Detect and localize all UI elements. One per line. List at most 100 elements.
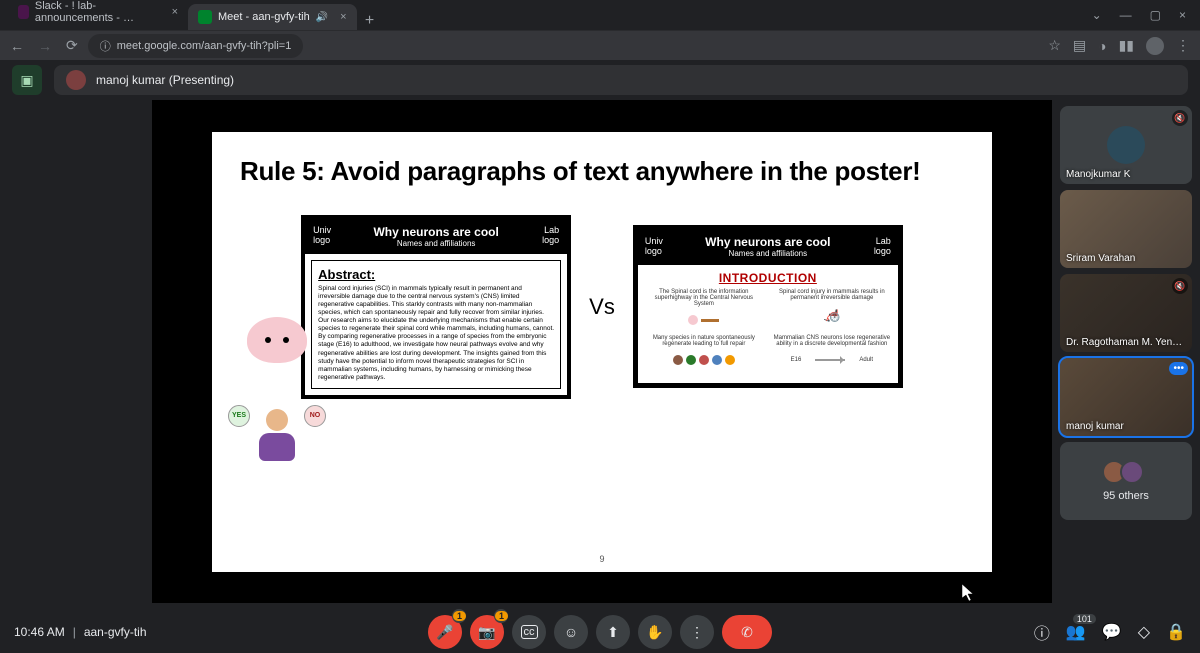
stage: Rule 5: Avoid paragraphs of text anywher…	[0, 100, 1200, 611]
tab-strip: Slack - ! lab-announcements - … × Meet -…	[0, 0, 1200, 30]
presenter-label: manoj kumar (Presenting)	[96, 73, 234, 87]
tab-meet[interactable]: Meet - aan-gvfy-tih 🔊 ×	[188, 4, 357, 30]
participant-tile[interactable]: ••• manoj kumar	[1060, 358, 1192, 436]
mute-icon: 🔇	[1172, 278, 1188, 294]
tile-menu-icon[interactable]: •••	[1169, 362, 1188, 375]
participant-strip: 🔇 Manojkumar K Sriram Varahan 🔇 Dr. Rago…	[1060, 100, 1200, 611]
minimize-icon[interactable]: —	[1120, 8, 1132, 22]
clock: 10:46 AM	[14, 625, 65, 639]
bottom-bar: 10:46 AM | aan-gvfy-tih 🎤⌃1 📷⌃1 cc ☺ ⬆ ✋…	[0, 611, 1200, 653]
people-button[interactable]: 👥101	[1066, 622, 1086, 642]
participant-name: Sriram Varahan	[1066, 253, 1135, 264]
more-options-button[interactable]: ⋮	[680, 615, 714, 649]
camera-button[interactable]: 📷⌃1	[470, 615, 504, 649]
separator: |	[73, 625, 76, 639]
participant-tile-others[interactable]: 95 others	[1060, 442, 1192, 520]
tab-close-icon[interactable]: ×	[172, 6, 178, 18]
poster-sub: Names and affiliations	[373, 239, 498, 248]
poster-example-good: Univ logo Why neurons are cool Names and…	[633, 225, 903, 388]
intro-cell-text: Mammalian CNS neurons lose regenerative …	[772, 335, 892, 347]
lab-logo-label: Lab logo	[517, 226, 559, 246]
mic-badge: 1	[453, 611, 466, 621]
no-bubble: NO	[304, 405, 326, 427]
present-button[interactable]: ⬆	[596, 615, 630, 649]
right-controls: ⓘ 👥101 💬 ◇ 🔒	[1034, 620, 1186, 644]
tab-slack[interactable]: Slack - ! lab-announcements - … ×	[8, 0, 188, 30]
reload-icon[interactable]: ⟳	[66, 37, 78, 54]
favicon-slack	[18, 5, 29, 19]
new-tab-button[interactable]: +	[357, 12, 383, 30]
participant-name: manoj kumar	[1066, 421, 1124, 432]
people-count: 101	[1073, 614, 1096, 624]
abstract-heading: Abstract:	[318, 267, 554, 282]
info-icon[interactable]: ⓘ	[1034, 620, 1050, 644]
browser-chrome: Slack - ! lab-announcements - … × Meet -…	[0, 0, 1200, 60]
presentation-area: Rule 5: Avoid paragraphs of text anywher…	[152, 100, 1052, 603]
avatar	[1107, 126, 1145, 164]
row-label: Adult	[859, 357, 873, 363]
brain-icon	[247, 317, 307, 363]
host-controls-icon[interactable]: 🔒	[1166, 622, 1186, 642]
extension-icon[interactable]: ◑	[1098, 38, 1106, 54]
slide: Rule 5: Avoid paragraphs of text anywher…	[212, 132, 992, 572]
row-label: E16	[791, 357, 802, 363]
star-icon[interactable]: ☆	[1048, 37, 1061, 54]
back-icon[interactable]: ←	[10, 38, 24, 54]
others-avatars	[1108, 460, 1144, 484]
slide-title: Rule 5: Avoid paragraphs of text anywher…	[240, 156, 964, 187]
univ-logo-label: Univ logo	[645, 237, 687, 257]
intro-cell-text: The Spinal cord is the information super…	[644, 289, 764, 307]
cam-badge: 1	[495, 611, 508, 621]
presenter-avatar	[66, 70, 86, 90]
presenter-pill[interactable]: manoj kumar (Presenting)	[54, 65, 1188, 95]
poster-sub: Names and affiliations	[705, 249, 830, 258]
extension-icon[interactable]: ▮▮	[1119, 37, 1134, 54]
vs-label: Vs	[589, 294, 615, 320]
slide-illustrations: YES NO	[242, 317, 312, 463]
dropdown-icon[interactable]: ⌄	[1092, 8, 1102, 22]
favicon-meet	[198, 10, 212, 24]
person-icon: YES NO	[250, 409, 304, 463]
participant-tile[interactable]: Sriram Varahan	[1060, 190, 1192, 268]
yes-bubble: YES	[228, 405, 250, 427]
extension-icon[interactable]: ▤	[1073, 37, 1086, 54]
slide-page-number: 9	[599, 554, 604, 564]
participant-tile[interactable]: 🔇 Dr. Ragothaman M. Yen…	[1060, 274, 1192, 352]
intro-cell-text: Spinal cord injury in mammals results in…	[772, 289, 892, 301]
intro-cell-text: Many species in nature spontaneously reg…	[644, 335, 764, 347]
leave-call-button[interactable]: ✆	[722, 615, 772, 649]
participant-name: Manojkumar K	[1066, 169, 1130, 180]
window-controls: ⌄ — ▢ ×	[1078, 0, 1200, 30]
others-count: 95 others	[1103, 490, 1149, 502]
layout-button[interactable]: ▣	[12, 65, 42, 95]
profile-avatar[interactable]	[1146, 37, 1164, 55]
participant-tile[interactable]: 🔇 Manojkumar K	[1060, 106, 1192, 184]
univ-logo-label: Univ logo	[313, 226, 355, 246]
url-text: meet.google.com/aan-gvfy-tih?pli=1	[117, 40, 292, 52]
poster-title: Why neurons are cool	[373, 225, 498, 239]
activities-icon[interactable]: ◇	[1138, 622, 1150, 642]
tab-close-icon[interactable]: ×	[340, 11, 346, 23]
reactions-button[interactable]: ☺	[554, 615, 588, 649]
maximize-icon[interactable]: ▢	[1150, 8, 1161, 22]
poster-example-bad: Univ logo Why neurons are cool Names and…	[301, 215, 571, 400]
close-window-icon[interactable]: ×	[1179, 8, 1186, 22]
mic-button[interactable]: 🎤⌃1	[428, 615, 462, 649]
call-controls: 🎤⌃1 📷⌃1 cc ☺ ⬆ ✋ ⋮ ✆	[428, 615, 772, 649]
comparison-row: Univ logo Why neurons are cool Names and…	[240, 215, 964, 400]
tab-audio-icon: 🔊	[316, 12, 328, 23]
mute-icon: 🔇	[1172, 110, 1188, 126]
site-info-icon[interactable]: ⓘ	[100, 38, 111, 54]
url-box[interactable]: ⓘ meet.google.com/aan-gvfy-tih?pli=1	[88, 34, 304, 58]
kebab-menu-icon[interactable]: ⋮	[1176, 37, 1190, 54]
abstract-text: Spinal cord injuries (SCI) in mammals ty…	[318, 285, 554, 383]
participant-name: Dr. Ragothaman M. Yen…	[1066, 337, 1182, 348]
forward-icon[interactable]: →	[38, 38, 52, 54]
tab-title: Meet - aan-gvfy-tih	[218, 11, 310, 23]
chat-icon[interactable]: 💬	[1102, 622, 1122, 642]
intro-heading: INTRODUCTION	[644, 271, 892, 285]
raise-hand-button[interactable]: ✋	[638, 615, 672, 649]
poster-title: Why neurons are cool	[705, 235, 830, 249]
captions-button[interactable]: cc	[512, 615, 546, 649]
address-bar: ← → ⟳ ⓘ meet.google.com/aan-gvfy-tih?pli…	[0, 30, 1200, 60]
